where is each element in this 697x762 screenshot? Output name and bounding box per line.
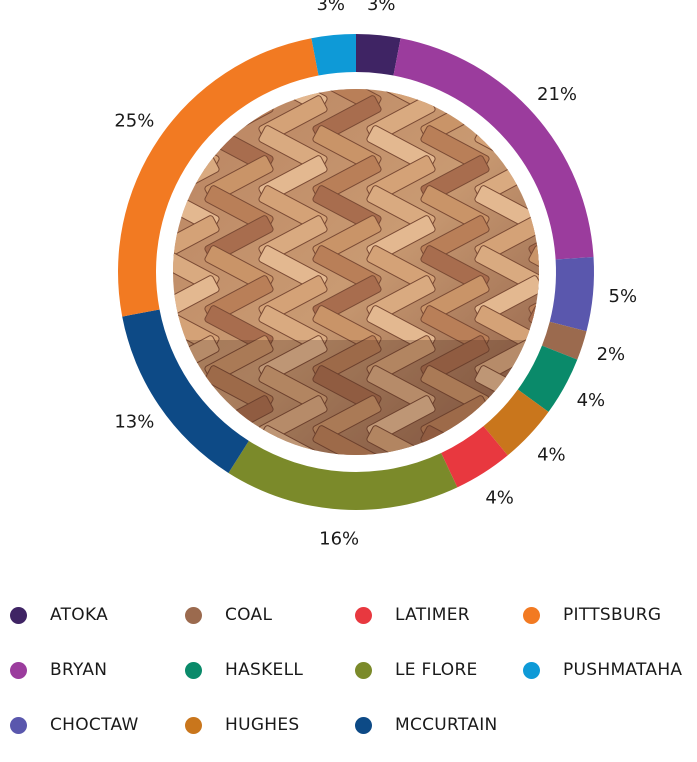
legend-item-le-flore: LE FLORE <box>355 658 478 682</box>
percent-label-hughes: 4% <box>537 444 566 465</box>
legend-item-coal: COAL <box>185 603 272 627</box>
percent-label-pushmataha: 3% <box>316 0 345 15</box>
donut-ring <box>118 34 594 511</box>
legend-label-choctaw: CHOCTAW <box>50 715 139 735</box>
percent-label-coal: 2% <box>597 344 626 365</box>
legend-swatch-choctaw <box>10 716 27 734</box>
legend-swatch-pushmataha <box>523 661 540 679</box>
legend-swatch-haskell <box>185 661 202 679</box>
legend-item-choctaw: CHOCTAW <box>10 713 139 737</box>
slice-bryan <box>393 38 594 260</box>
percent-label-pittsburg: 25% <box>114 110 154 131</box>
percent-label-bryan: 21% <box>537 84 577 105</box>
legend-swatch-le-flore <box>355 661 372 679</box>
legend-swatch-mccurtain <box>355 716 372 734</box>
slice-coal <box>541 321 587 360</box>
legend-swatch-latimer <box>355 606 372 624</box>
slice-mccurtain <box>122 309 249 473</box>
legend-item-hughes: HUGHES <box>185 713 300 737</box>
legend-label-latimer: LATIMER <box>395 605 470 625</box>
legend-swatch-bryan <box>10 661 27 679</box>
percent-label-choctaw: 5% <box>609 286 638 307</box>
legend-label-bryan: BRYAN <box>50 660 108 680</box>
slice-choctaw <box>549 257 594 332</box>
slice-pushmataha <box>311 34 356 76</box>
legend-item-pushmataha: PUSHMATAHA <box>523 658 682 682</box>
legend-label-le-flore: LE FLORE <box>395 660 478 680</box>
slice-pittsburg <box>118 38 319 317</box>
legend-item-pittsburg: PITTSBURG <box>523 603 661 627</box>
legend-label-hughes: HUGHES <box>225 715 300 735</box>
percent-labels: 3% 21% 5% 2% 4% 4% 4% 16% 13% 25% 3% <box>114 0 637 549</box>
legend-label-atoka: ATOKA <box>50 605 109 625</box>
slice-hughes <box>483 389 549 456</box>
legend-swatch-atoka <box>10 606 27 624</box>
percent-label-le-flore: 16% <box>319 528 359 549</box>
legend-label-mccurtain: MCCURTAIN <box>395 715 498 735</box>
slice-haskell <box>517 345 578 412</box>
legend-swatch-pittsburg <box>523 606 540 624</box>
legend-item-bryan: BRYAN <box>10 658 107 682</box>
legend-swatch-hughes <box>185 716 202 734</box>
legend-label-pittsburg: PITTSBURG <box>563 605 662 625</box>
legend-label-coal: COAL <box>225 605 273 625</box>
slice-atoka <box>356 34 401 76</box>
legend-label-haskell: HASKELL <box>225 660 304 680</box>
legend-item-latimer: LATIMER <box>355 603 470 627</box>
legend-item-haskell: HASKELL <box>185 658 303 682</box>
slice-latimer <box>441 426 508 488</box>
percent-label-mccurtain: 13% <box>114 412 154 433</box>
slice-le-flore <box>228 440 458 511</box>
legend-item-atoka: ATOKA <box>10 603 108 627</box>
legend-label-pushmataha: PUSHMATAHA <box>563 660 683 680</box>
legend-item-mccurtain: MCCURTAIN <box>355 713 498 737</box>
legend-swatch-coal <box>185 606 202 624</box>
donut-chart: 3% 21% 5% 2% 4% 4% 4% 16% 13% 25% 3% <box>114 0 637 549</box>
percent-label-latimer: 4% <box>485 487 514 508</box>
percent-label-haskell: 4% <box>577 390 606 411</box>
percent-label-atoka: 3% <box>367 0 396 15</box>
